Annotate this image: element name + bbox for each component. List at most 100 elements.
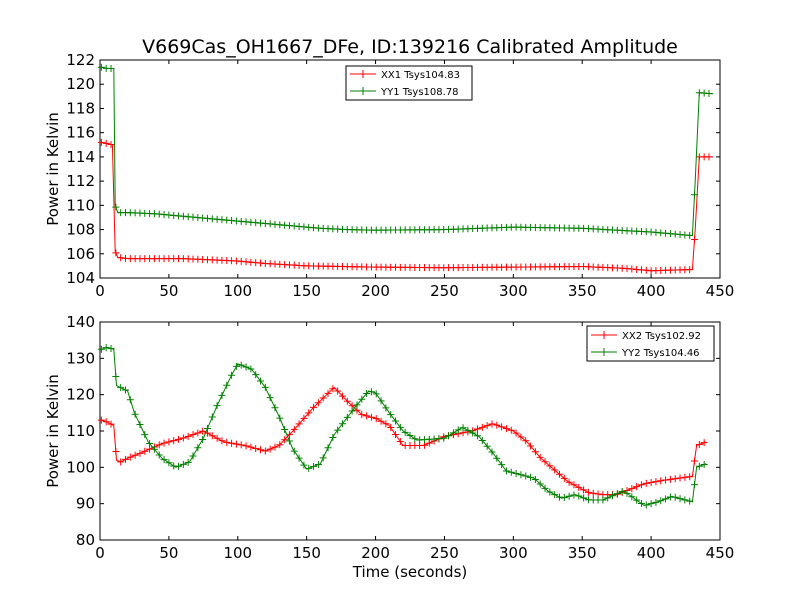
bottom-series-marker — [97, 345, 105, 353]
top-legend: XX1 Tsys104.83 YY1 Tsys108.78 — [345, 65, 473, 101]
bottom-series-marker — [474, 425, 482, 433]
bottom-series-marker — [691, 457, 699, 465]
bottom-series-marker — [136, 420, 144, 428]
bottom-series-marker — [324, 389, 332, 397]
bottom-series-marker — [165, 438, 173, 446]
bottom-series-marker — [474, 432, 482, 440]
bottom-y-tick-label: 100 — [66, 458, 95, 476]
bottom-series-marker — [691, 481, 699, 489]
bottom-series-marker — [522, 437, 530, 445]
top-legend-entry-yy1: YY1 Tsys108.78 — [350, 87, 459, 98]
bottom-series-1 — [97, 385, 708, 499]
bottom-series-marker — [261, 447, 269, 455]
bottom-x-tick-label: 0 — [95, 544, 105, 562]
top-legend-box — [345, 65, 473, 101]
bottom-series-marker — [546, 462, 554, 470]
bottom-legend-label-xx2: XX2 Tsys102.92 — [622, 331, 701, 342]
bottom-series-marker — [628, 493, 636, 501]
bottom-series-marker — [580, 486, 588, 494]
top-y-tick-label: 106 — [66, 245, 95, 263]
bottom-series-marker — [213, 402, 221, 410]
top-x-tick-label: 300 — [499, 282, 528, 300]
bottom-series-marker — [652, 498, 660, 506]
bottom-x-tick-label: 300 — [499, 544, 528, 562]
bottom-series-marker — [338, 420, 346, 428]
bottom-series-marker — [488, 448, 496, 456]
bottom-series-marker — [266, 445, 274, 453]
bottom-series-marker — [247, 443, 255, 451]
bottom-series-marker — [454, 426, 462, 434]
bottom-series-marker — [531, 448, 539, 456]
bottom-series-marker — [372, 415, 380, 423]
bottom-series-marker — [531, 476, 539, 484]
bottom-series-marker — [517, 433, 525, 441]
bottom-series-marker — [319, 454, 327, 462]
top-series-marker — [112, 249, 120, 257]
bottom-series-marker — [358, 395, 366, 403]
bottom-series-marker — [266, 394, 274, 402]
bottom-series-marker — [445, 432, 453, 440]
bottom-series-marker — [363, 389, 371, 397]
bottom-series-marker — [252, 371, 260, 379]
bottom-series-marker — [700, 460, 708, 468]
bottom-series-marker — [662, 476, 670, 484]
bottom-series-marker — [295, 420, 303, 428]
bottom-series-marker — [633, 483, 641, 491]
top-series-marker — [117, 254, 125, 262]
bottom-series-marker — [305, 464, 313, 472]
bottom-series-marker — [671, 493, 679, 501]
bottom-series-marker — [676, 474, 684, 482]
bottom-series-marker — [112, 447, 120, 455]
bottom-legend-entry-xx2: XX2 Tsys102.92 — [591, 331, 701, 342]
bottom-series-marker — [551, 491, 559, 499]
bottom-series-marker — [517, 471, 525, 479]
bottom-series-marker — [150, 445, 158, 453]
bottom-series-marker — [310, 403, 318, 411]
bottom-series-marker — [392, 431, 400, 439]
bottom-series-marker — [628, 485, 636, 493]
bottom-y-tick-label: 90 — [76, 495, 95, 513]
bottom-series-marker — [642, 501, 650, 509]
bottom-series-marker — [141, 431, 149, 439]
bottom-series-marker — [686, 497, 694, 505]
bottom-series-marker — [662, 495, 670, 503]
bottom-series-marker — [184, 432, 192, 440]
bottom-series-marker — [613, 490, 621, 498]
top-plot: Power in Kelvin 0 50 100 150 200 250 300 350 400… — [44, 51, 734, 300]
bottom-series-marker — [396, 423, 404, 431]
bottom-series-marker — [179, 460, 187, 468]
top-series-marker — [107, 140, 115, 148]
top-x-tick-label: 50 — [159, 282, 178, 300]
bottom-series-marker — [681, 473, 689, 481]
bottom-series-marker — [570, 481, 578, 489]
bottom-series-marker — [551, 466, 559, 474]
bottom-series-marker — [175, 435, 183, 443]
bottom-series-marker — [199, 427, 207, 435]
bottom-x-tick-label: 200 — [361, 544, 390, 562]
bottom-series-marker — [527, 473, 535, 481]
top-y-tick-label: 112 — [66, 172, 95, 190]
bottom-series-marker — [102, 418, 110, 426]
bottom-series-marker — [642, 479, 650, 487]
top-x-tick-label: 400 — [637, 282, 666, 300]
bottom-series-marker — [695, 462, 703, 470]
chart-title: V669Cas_OH1667_DFe, ID:139216 Calibrated… — [142, 36, 678, 58]
bottom-x-tick-label: 50 — [159, 544, 178, 562]
bottom-series-marker — [285, 437, 293, 445]
bottom-series-marker — [507, 468, 515, 476]
bottom-series-marker — [179, 434, 187, 442]
bottom-series-2 — [97, 344, 708, 509]
bottom-series-marker — [637, 481, 645, 489]
bottom-series-marker — [589, 489, 597, 497]
bottom-series-marker — [257, 377, 265, 385]
top-x-tick-label: 0 — [95, 282, 105, 300]
bottom-series-marker — [666, 475, 674, 483]
bottom-series-line — [101, 386, 707, 496]
bottom-series-marker — [469, 429, 477, 437]
bottom-series-marker — [252, 444, 260, 452]
bottom-series-marker — [314, 461, 322, 469]
bottom-series-marker — [131, 410, 139, 418]
bottom-series-marker — [102, 344, 110, 352]
bottom-x-axis-label: Time (seconds) — [352, 563, 468, 581]
